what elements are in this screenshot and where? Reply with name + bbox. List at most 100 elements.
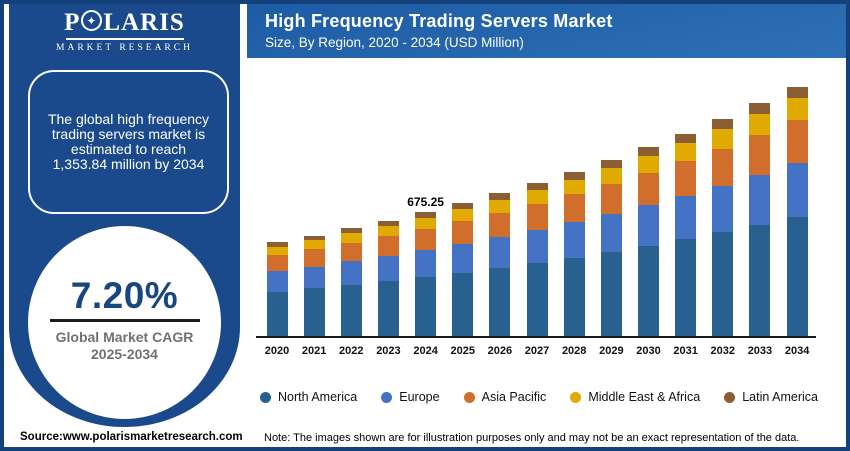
logo-letter-p: P: [64, 9, 81, 36]
bar-segment-latin-america: [266, 242, 288, 247]
bar-segment-latin-america: [749, 103, 771, 115]
bar-segment-middle-east-africa: [452, 209, 474, 222]
bar-segment-middle-east-africa: [600, 168, 622, 185]
x-axis-label-2024: 2024: [413, 345, 438, 357]
bar-segment-europe: [303, 266, 325, 289]
chart-title: High Frequency Trading Servers Market: [265, 11, 613, 31]
legend-item-asia-pacific: Asia Pacific: [463, 390, 547, 404]
bar-segment-north-america: [526, 263, 548, 337]
x-axis-line: [256, 336, 816, 338]
bar-segment-middle-east-africa: [377, 225, 399, 237]
legend-marker-icon: [463, 391, 475, 403]
bar-segment-europe: [712, 185, 734, 233]
bar-segment-latin-america: [786, 86, 808, 99]
bar-segment-north-america: [377, 281, 399, 337]
bar-segment-middle-east-africa: [749, 114, 771, 135]
chart-bar-2020: [266, 242, 288, 337]
bar-segment-latin-america: [340, 228, 362, 234]
chart-bar-2032: [712, 119, 734, 337]
cagr-circle: 7.20% Global Market CAGR 2025-2034: [28, 226, 221, 419]
bar-segment-europe: [749, 174, 771, 225]
bar-segment-latin-america: [526, 183, 548, 191]
bar-segment-north-america: [303, 288, 325, 337]
bar-segment-latin-america: [563, 172, 585, 180]
chart-bar-2033: [749, 103, 771, 337]
bar-segment-north-america: [786, 216, 808, 337]
bar-segment-latin-america: [377, 220, 399, 226]
x-axis-label-2034: 2034: [784, 345, 810, 357]
chart-subtitle: Size, By Region, 2020 - 2034 (USD Millio…: [265, 35, 524, 50]
x-axis-label-2023: 2023: [376, 345, 401, 357]
legend-item-europe: Europe: [381, 390, 440, 404]
bar-segment-latin-america: [452, 203, 474, 210]
chart-bar-2027: [526, 183, 548, 337]
callout-line: 1,353.84 million by 2034: [52, 156, 205, 172]
bar-segment-asia-pacific: [712, 148, 734, 186]
callout-line: trading servers market is: [51, 126, 206, 142]
bar-segment-north-america: [266, 291, 288, 337]
legend-label: Asia Pacific: [481, 390, 547, 404]
chart-bar-2021: [303, 235, 325, 337]
bar-segment-europe: [600, 214, 622, 253]
legend-item-middle-east-africa: Middle East & Africa: [570, 390, 700, 404]
legend-label: Europe: [399, 390, 440, 404]
bar-segment-north-america: [600, 252, 622, 337]
x-axis-label-2032: 2032: [710, 345, 736, 357]
bar-segment-middle-east-africa: [415, 217, 437, 229]
x-axis-label-2026: 2026: [487, 345, 513, 357]
cagr-value: 7.20%: [70, 275, 179, 316]
bar-segment-latin-america: [638, 147, 659, 157]
chart-legend: North America Europe Asia Pacific Middle Ea…: [260, 388, 818, 406]
x-axis-label-2030: 2030: [636, 345, 661, 357]
legend-marker-icon: [724, 391, 736, 403]
x-axis-label-2028: 2028: [561, 345, 587, 357]
bar-segment-europe: [452, 243, 474, 273]
bar-segment-asia-pacific: [303, 249, 325, 267]
bar-segment-europe: [675, 195, 697, 240]
note-text: Note: The images shown are for illustrat…: [264, 432, 800, 444]
x-axis-label-2031: 2031: [673, 345, 698, 357]
bar-segment-middle-east-africa: [675, 143, 697, 162]
bar-segment-europe: [526, 230, 548, 264]
legend-marker-icon: [570, 391, 582, 403]
bar-segment-latin-america: [415, 212, 437, 218]
legend-item-north-america: North America: [260, 390, 357, 404]
chart-bar-2023: [377, 220, 399, 337]
bar-segment-latin-america: [600, 160, 622, 169]
cagr-divider: [49, 319, 200, 322]
bar-segment-middle-east-africa: [303, 240, 325, 250]
data-label: 675.25: [407, 195, 444, 210]
bar-segment-middle-east-africa: [526, 190, 548, 204]
bar-segment-europe: [638, 205, 659, 246]
bar-segment-middle-east-africa: [786, 98, 808, 121]
logo-divider: [65, 38, 184, 40]
bar-segment-asia-pacific: [749, 135, 771, 175]
x-axis-label-2027: 2027: [524, 345, 550, 357]
bar-segment-north-america: [340, 284, 362, 337]
chart-bar-2029: [600, 160, 622, 337]
chart-header: High Frequency Trading Servers Market Si…: [247, 4, 846, 58]
bar-segment-latin-america: [675, 133, 697, 144]
chart-bar-2025: [452, 203, 474, 337]
legend-marker-icon: [381, 391, 393, 403]
bar-segment-middle-east-africa: [266, 246, 288, 256]
bar-segment-europe: [489, 237, 511, 269]
bar-segment-asia-pacific: [563, 194, 585, 223]
bar-segment-north-america: [563, 257, 585, 337]
polaris-logo: P ✦ LARIS MARKET RESEARCH: [9, 9, 240, 54]
market-estimate-callout: The global high frequency trading server…: [28, 70, 229, 214]
chart-bar-2024: [415, 212, 437, 337]
bar-segment-europe: [563, 222, 585, 258]
chart-bar-2028: [563, 172, 585, 337]
logo-letters-rest: LARIS: [103, 9, 185, 36]
bar-segment-middle-east-africa: [489, 200, 511, 213]
cagr-years: 2025-2034: [91, 346, 158, 362]
x-axis-label-2025: 2025: [450, 345, 475, 357]
bar-segment-europe: [377, 256, 399, 282]
legend-label: North America: [278, 390, 358, 404]
bar-segment-middle-east-africa: [563, 179, 585, 195]
bar-segment-europe: [415, 250, 437, 278]
bar-segment-europe: [266, 271, 288, 292]
x-axis-label-2022: 2022: [339, 345, 364, 357]
chart-bar-2030: [638, 147, 659, 337]
